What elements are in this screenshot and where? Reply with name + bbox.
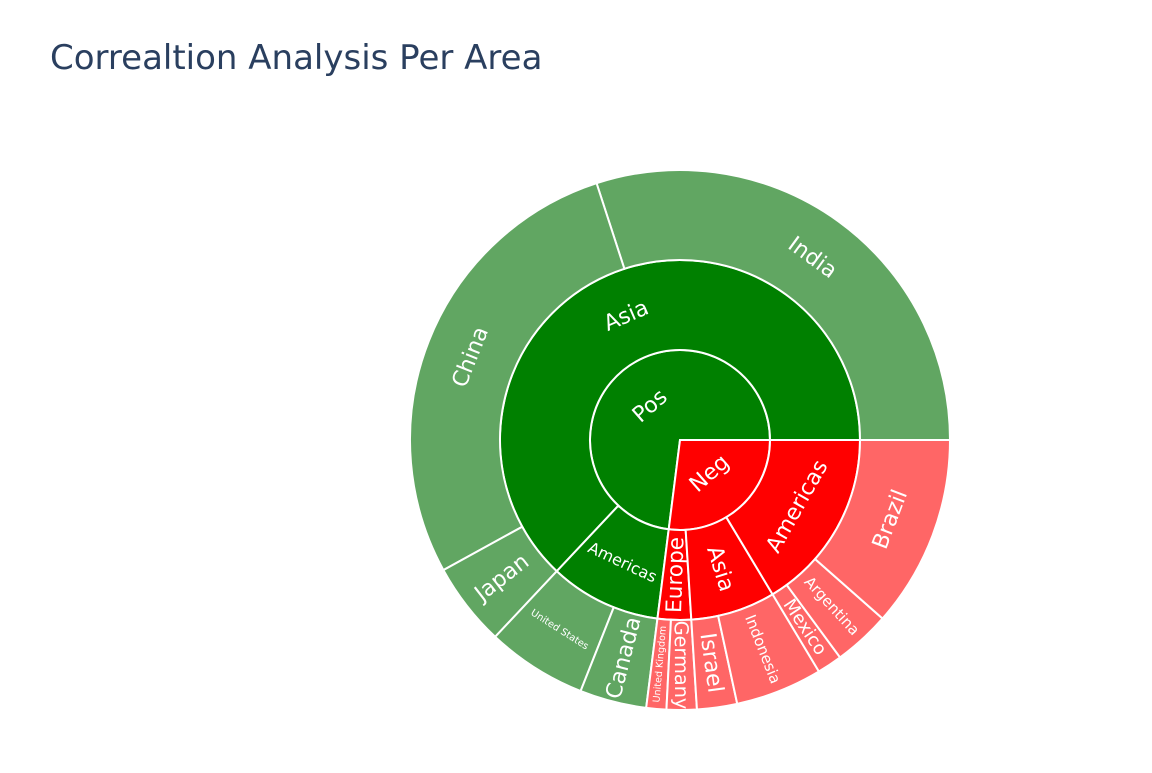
chart-title: Correaltion Analysis Per Area bbox=[50, 38, 543, 78]
slice-pos-asia-india[interactable] bbox=[595, 169, 952, 441]
slice-pos-asia-china[interactable] bbox=[409, 181, 626, 572]
slice-neg-americas-brazil[interactable] bbox=[813, 439, 952, 620]
slice-label-neg-europe-germany: Germany bbox=[670, 621, 694, 710]
slice-label-neg-europe: Europe bbox=[662, 537, 689, 614]
sunburst-slices bbox=[409, 169, 952, 711]
